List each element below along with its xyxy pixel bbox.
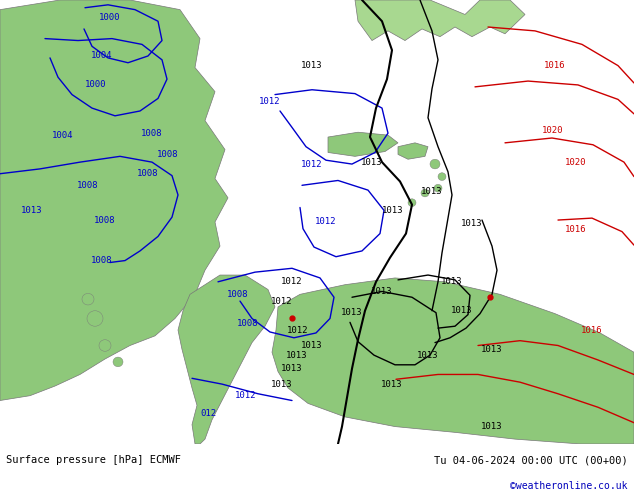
Circle shape	[113, 357, 123, 367]
Text: 1000: 1000	[85, 80, 107, 90]
Text: 1004: 1004	[91, 51, 113, 60]
Text: 1008: 1008	[91, 256, 113, 265]
Polygon shape	[0, 0, 228, 400]
Text: 1013: 1013	[381, 380, 403, 389]
Polygon shape	[272, 278, 634, 444]
Text: 1013: 1013	[372, 287, 392, 296]
Text: 1013: 1013	[281, 364, 303, 373]
Text: 1013: 1013	[22, 206, 42, 215]
Text: 1013: 1013	[481, 345, 503, 354]
Text: 1016: 1016	[581, 325, 603, 335]
Polygon shape	[355, 0, 525, 41]
Circle shape	[434, 184, 442, 192]
Text: 012: 012	[200, 409, 216, 417]
Text: 1008: 1008	[137, 169, 158, 178]
Polygon shape	[398, 143, 428, 159]
Text: 1013: 1013	[462, 220, 482, 228]
Polygon shape	[178, 275, 275, 444]
Text: Tu 04-06-2024 00:00 UTC (00+00): Tu 04-06-2024 00:00 UTC (00+00)	[434, 456, 628, 466]
Text: 1013: 1013	[361, 158, 383, 167]
Text: 1013: 1013	[421, 187, 443, 196]
Text: 1013: 1013	[451, 306, 473, 315]
Text: 1013: 1013	[481, 422, 503, 431]
Text: 1016: 1016	[566, 225, 586, 234]
Polygon shape	[328, 132, 398, 156]
Circle shape	[421, 189, 429, 197]
Text: 1013: 1013	[286, 351, 307, 360]
Text: 1013: 1013	[417, 351, 439, 360]
Text: 1012: 1012	[301, 160, 323, 169]
Text: 1012: 1012	[259, 97, 281, 106]
Text: 1013: 1013	[271, 380, 293, 389]
Text: 1013: 1013	[301, 341, 323, 350]
Text: 1012: 1012	[281, 277, 303, 286]
Text: 1008: 1008	[157, 150, 179, 159]
Circle shape	[82, 294, 94, 305]
Text: 1008: 1008	[227, 290, 249, 299]
Text: 1013: 1013	[341, 308, 363, 317]
Text: 1020: 1020	[566, 158, 586, 167]
Text: 1004: 1004	[52, 131, 74, 140]
Text: 1013: 1013	[441, 277, 463, 286]
Text: 1008: 1008	[237, 319, 259, 328]
Text: Surface pressure [hPa] ECMWF: Surface pressure [hPa] ECMWF	[6, 456, 181, 466]
Circle shape	[408, 199, 416, 206]
Text: 1012: 1012	[315, 218, 337, 226]
Circle shape	[430, 159, 440, 169]
Text: 1013: 1013	[382, 206, 404, 215]
Text: 1008: 1008	[94, 216, 116, 224]
Text: 1016: 1016	[544, 61, 566, 70]
Text: ©weatheronline.co.uk: ©weatheronline.co.uk	[510, 481, 628, 490]
Circle shape	[438, 173, 446, 180]
Text: 1012: 1012	[235, 391, 257, 400]
Text: 1020: 1020	[542, 126, 564, 135]
Text: 1008: 1008	[141, 129, 163, 138]
Circle shape	[87, 311, 103, 326]
Text: 1012: 1012	[271, 296, 293, 306]
Circle shape	[99, 340, 111, 351]
Text: 1013: 1013	[301, 61, 323, 70]
Text: 1000: 1000	[100, 13, 120, 22]
Text: 1008: 1008	[77, 181, 99, 190]
Text: 1012: 1012	[287, 325, 309, 335]
